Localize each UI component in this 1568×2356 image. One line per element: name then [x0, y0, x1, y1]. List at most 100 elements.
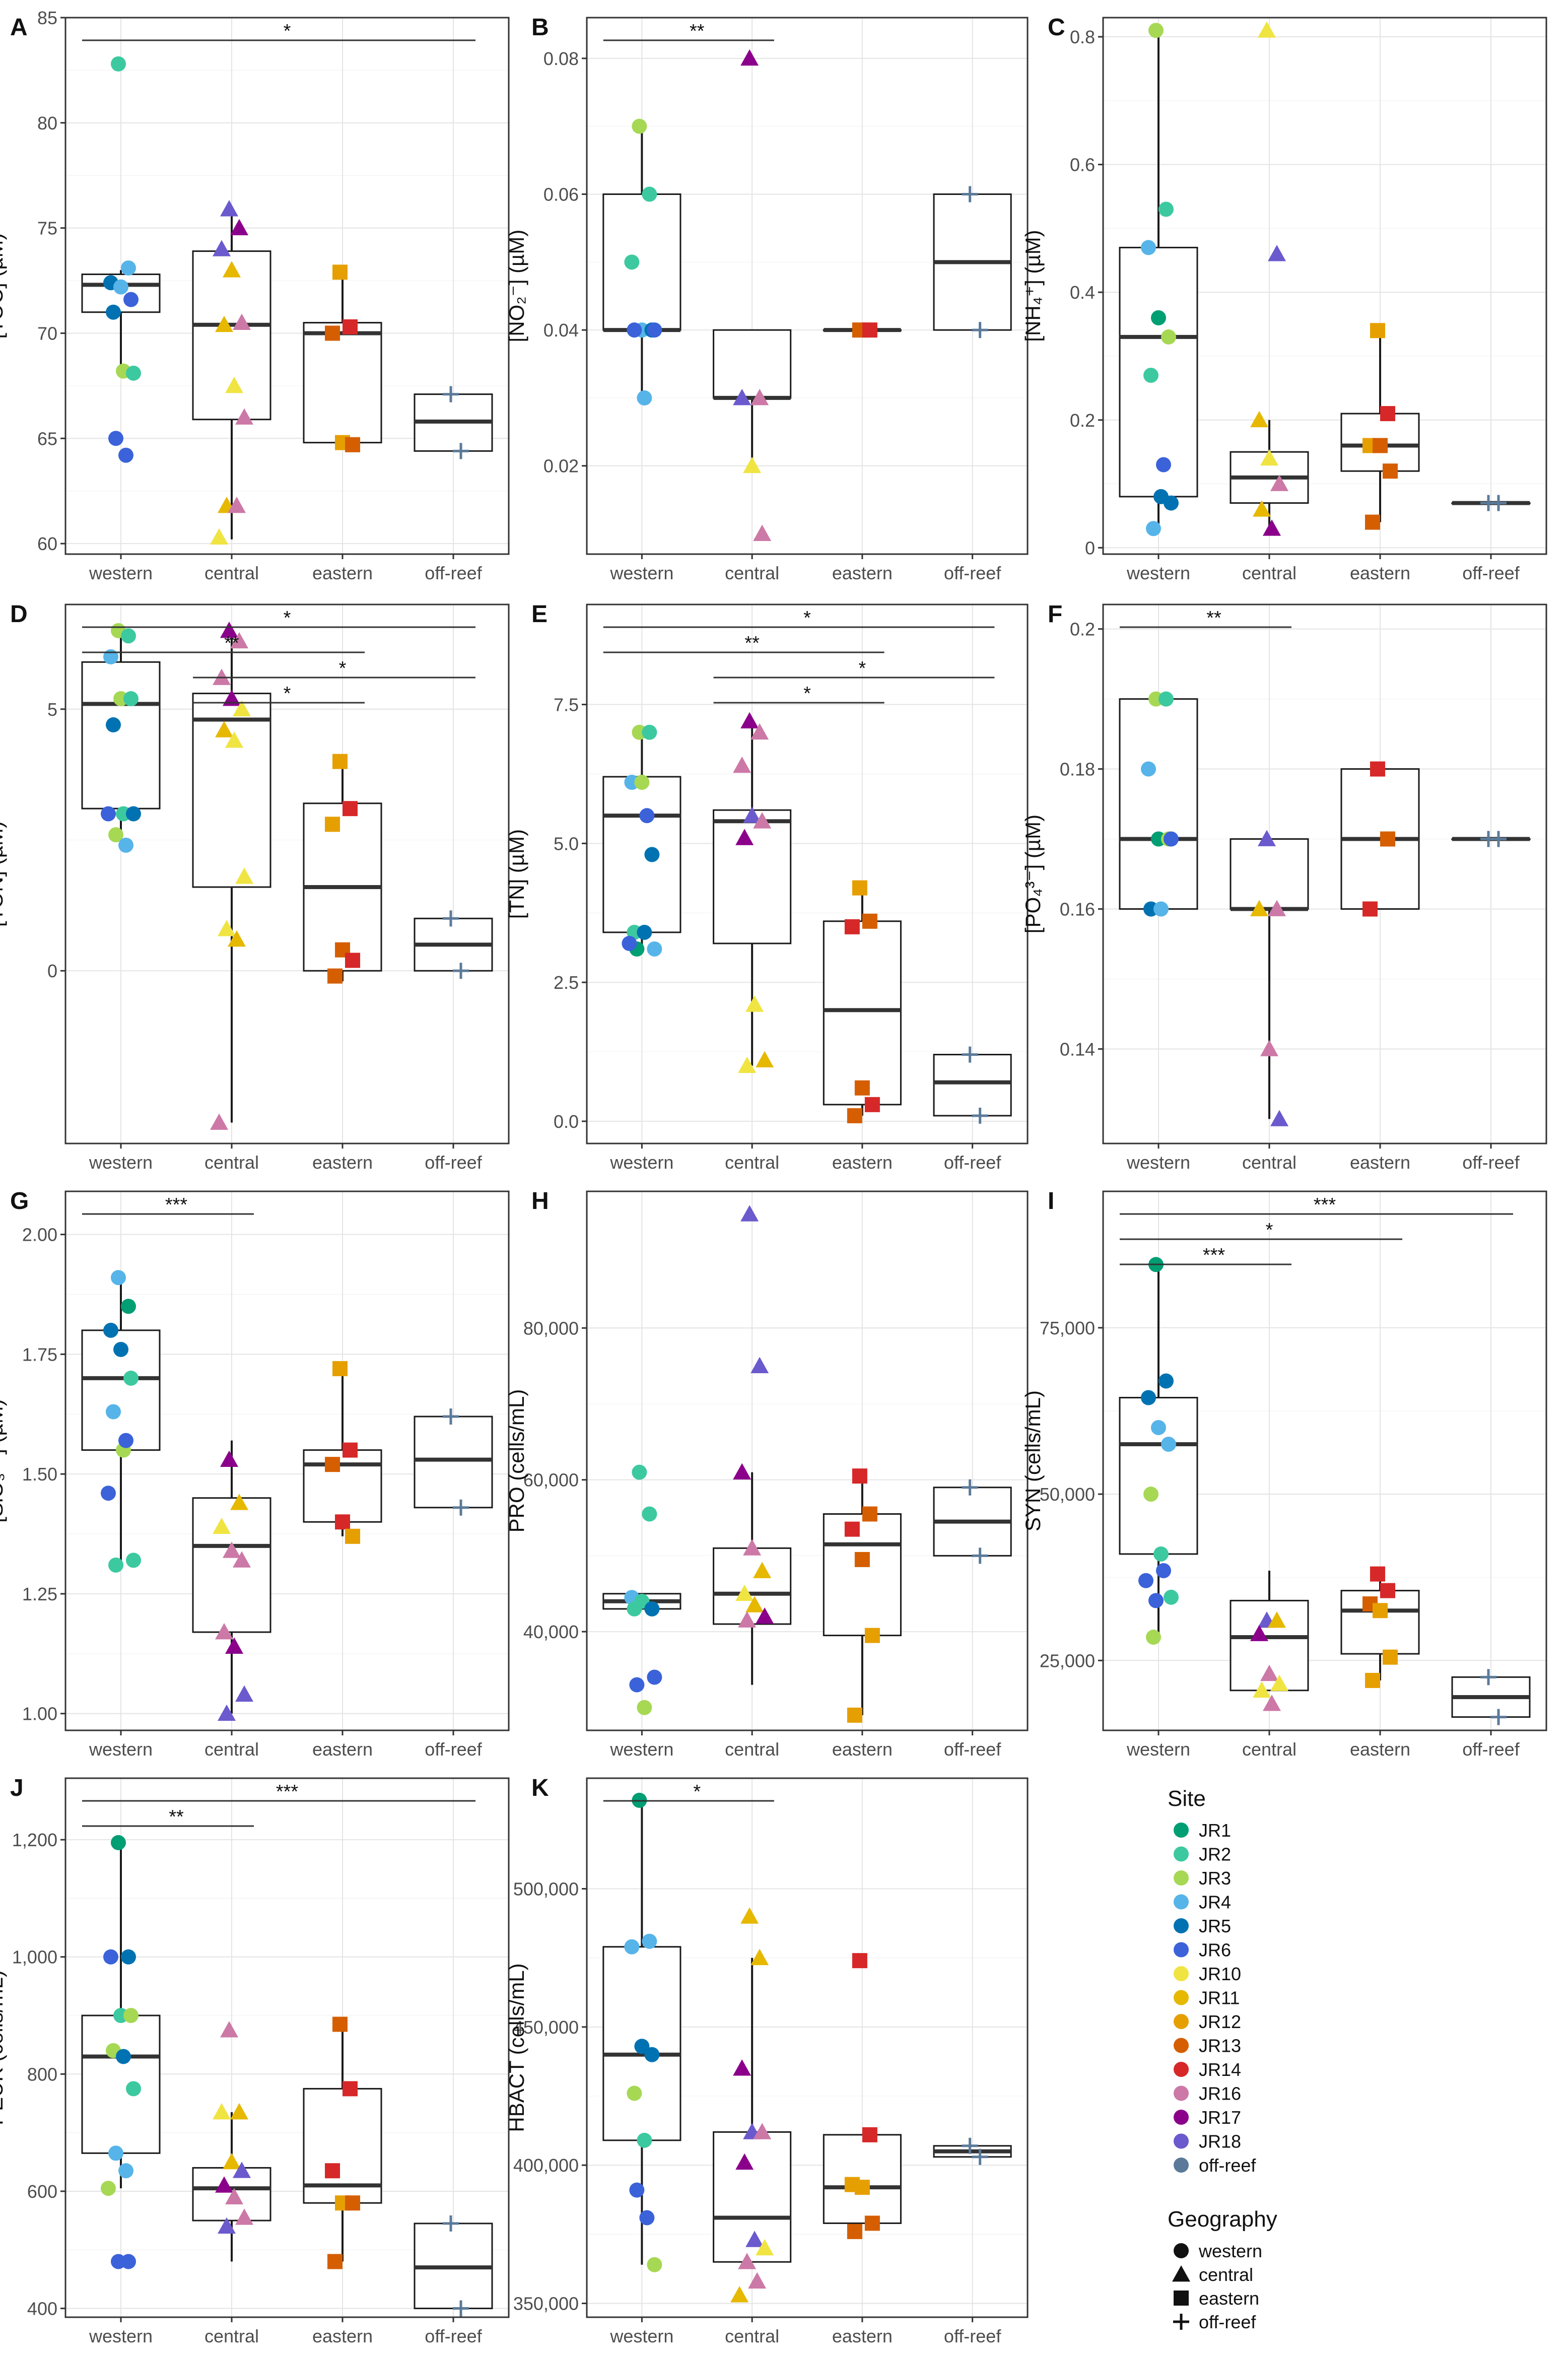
- y-tick-label: 85: [37, 8, 57, 28]
- box-western: [81, 636, 161, 845]
- x-tick-label: eastern: [312, 1739, 373, 1760]
- point-JR18: [1268, 245, 1286, 261]
- box-iqr: [1340, 1590, 1420, 1655]
- y-axis: 0.0 2.5 5.0 7.5 [TN] (µM): [505, 695, 587, 1132]
- box-off-reef: [414, 2223, 493, 2310]
- point-JR4: [1141, 761, 1156, 777]
- y-tick-label: 80: [37, 113, 57, 133]
- boxplots: [602, 126, 1012, 466]
- point-JR11: [730, 2286, 749, 2303]
- point-JR16: [1263, 1695, 1281, 1711]
- legend-site-swatch: [1174, 2110, 1189, 2125]
- x-tick-label: central: [204, 563, 259, 583]
- point-JR12: [1370, 323, 1385, 339]
- box-iqr: [933, 1054, 1012, 1117]
- significance-label: **: [169, 1806, 184, 1828]
- box-iqr: [1230, 838, 1309, 910]
- point-JR14: [343, 801, 358, 817]
- point-JR14: [1362, 901, 1378, 917]
- x-tick-label: off-reef: [1462, 563, 1520, 583]
- point-JR18: [218, 1704, 236, 1721]
- legend-geography-marker: [1174, 2243, 1189, 2258]
- legend-site-label: JR13: [1199, 2036, 1241, 2056]
- panel-letter: J: [10, 1775, 24, 1801]
- y-tick-label: 0.0: [554, 1111, 579, 1132]
- legend-geography-marker: [1174, 2291, 1189, 2306]
- y-tick-label: 0.2: [1070, 619, 1095, 640]
- point-JR4: [1151, 1420, 1166, 1435]
- point-JR2: [126, 2081, 141, 2097]
- point-JR6: [627, 322, 642, 338]
- point-JR17: [735, 829, 754, 845]
- x-tick-label: western: [609, 1152, 673, 1173]
- point-JR16: [751, 723, 769, 740]
- point-JR18: [740, 1205, 759, 1222]
- legend-site-item: JR17: [1174, 2107, 1241, 2128]
- legend-geography-marker: [1172, 2265, 1190, 2282]
- point-JR13: [847, 1108, 862, 1123]
- point-off-reef: [443, 910, 459, 927]
- box-iqr: [303, 1449, 382, 1523]
- x-axis: western central eastern off-reef: [89, 1730, 483, 1760]
- point-JR11: [215, 315, 233, 332]
- point-JR4: [1161, 1436, 1176, 1452]
- panel-letter: E: [531, 601, 548, 628]
- y-tick-label: 1,200: [12, 1830, 57, 1850]
- point-JR12: [852, 880, 867, 896]
- point-JR5: [116, 2049, 131, 2064]
- panel-E: *****0.02.55.07.5[TN] (µM)western central…: [505, 601, 1029, 1173]
- point-JR2: [126, 365, 141, 381]
- x-tick-label: off-reef: [425, 563, 482, 583]
- panel-G: *** 1.00 1.25 1.50 1.75 2.00 [SiO₃²⁻] (µM) west…: [0, 1188, 510, 1760]
- y-tick-label: 40,000: [523, 1622, 579, 1642]
- legend: Site JR1JR2JR3JR4JR5JR6JR10JR11JR12JR13J…: [1168, 1786, 1277, 2332]
- point-off-reef: [453, 2300, 469, 2317]
- point-JR13: [862, 913, 877, 929]
- x-tick-label: off-reef: [425, 1739, 482, 1760]
- x-tick-label: central: [204, 1739, 259, 1760]
- point-JR16: [743, 1539, 762, 1556]
- data-points: [101, 1270, 469, 1721]
- legend-geography-label: western: [1198, 2241, 1262, 2261]
- point-JR4: [642, 1933, 657, 1949]
- point-JR16: [235, 2208, 253, 2225]
- significance-label: *: [693, 1781, 701, 1802]
- significance-label: *: [1266, 1220, 1273, 1241]
- y-tick-label: 0.08: [543, 48, 579, 69]
- significance-label: *: [803, 683, 811, 704]
- point-JR2: [1158, 691, 1174, 707]
- point-JR4: [637, 390, 652, 406]
- y-tick-label: 400: [27, 2299, 57, 2319]
- significance-brackets: **: [603, 21, 774, 42]
- point-JR11: [756, 1051, 774, 1067]
- legend-geography-label: eastern: [1199, 2288, 1259, 2309]
- legend-site-swatch: [1174, 1846, 1189, 1862]
- x-tick-label: off-reef: [944, 1739, 1001, 1760]
- point-JR13: [325, 325, 340, 341]
- box-off-reef: [933, 2145, 1012, 2158]
- point-JR6: [647, 1669, 662, 1685]
- panel-border: [586, 17, 1029, 555]
- significance-label: **: [1206, 608, 1221, 629]
- significance-label: ***: [165, 1194, 188, 1216]
- significance-label: ***: [1314, 1194, 1336, 1216]
- point-JR6: [1148, 1593, 1164, 1608]
- box-off-reef: [414, 917, 493, 972]
- point-JR16: [220, 2021, 238, 2038]
- legend-geography-item: central: [1172, 2264, 1253, 2285]
- point-JR3: [634, 774, 650, 790]
- point-JR3: [123, 2008, 139, 2024]
- point-JR17: [740, 49, 759, 66]
- x-tick-label: central: [1242, 1152, 1297, 1173]
- y-tick-label: 2.5: [554, 972, 579, 993]
- point-JR6: [639, 808, 655, 824]
- box-off-reef: [1451, 1676, 1531, 1718]
- y-tick-label: 65: [37, 428, 57, 449]
- point-JR14: [844, 919, 860, 934]
- point-JR6: [118, 447, 133, 463]
- point-JR2: [627, 1601, 642, 1617]
- significance-label: **: [224, 633, 239, 654]
- x-tick-label: central: [725, 2326, 779, 2346]
